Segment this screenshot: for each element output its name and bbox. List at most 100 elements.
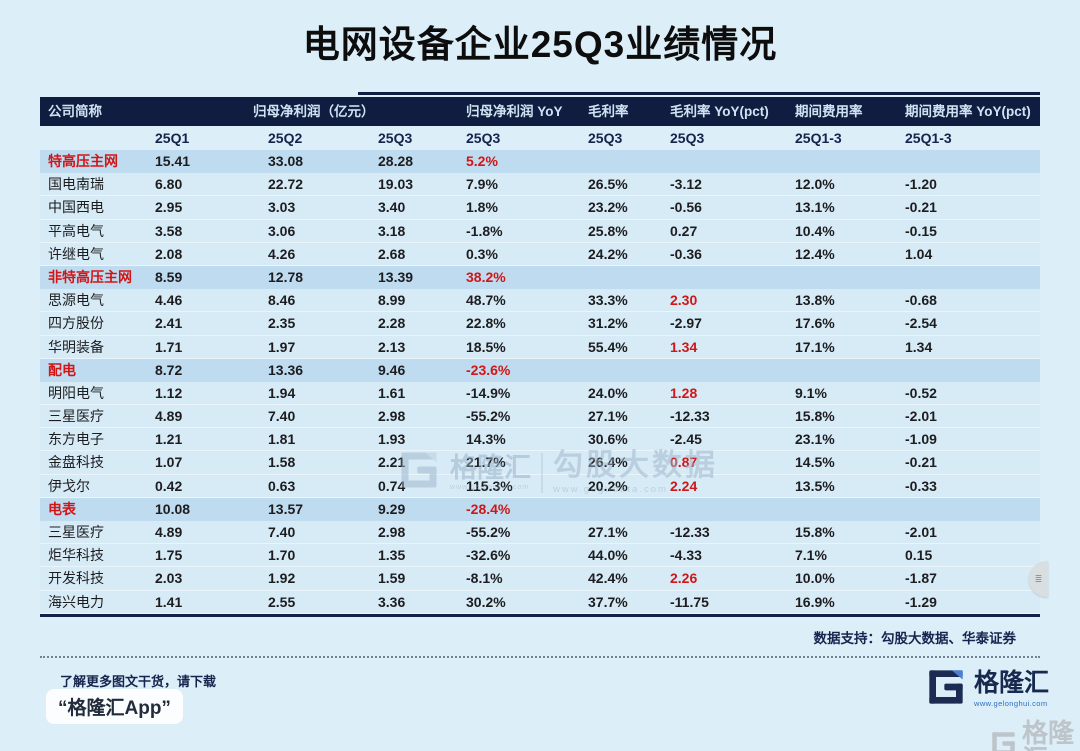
value-cell: 4.46	[155, 292, 183, 309]
value-cell: -32.6%	[466, 547, 511, 564]
value-cell: 1.75	[155, 547, 183, 564]
column-group-header: 公司简称	[48, 104, 102, 119]
value-cell: -1.8%	[466, 222, 503, 239]
column-group-header: 期间费用率 YoY(pct)	[905, 104, 1031, 119]
value-cell: -2.01	[905, 408, 937, 425]
value-cell: 7.40	[268, 408, 296, 425]
value-cell: -4.33	[670, 547, 702, 564]
footer-promo-text: 了解更多图文干货，请下载	[60, 674, 217, 689]
value-cell: 12.4%	[795, 245, 835, 262]
value-cell: -0.56	[670, 199, 702, 216]
column-subheader: 25Q3	[466, 130, 501, 146]
value-cell: 9.46	[378, 361, 406, 378]
value-cell: 18.5%	[466, 338, 506, 355]
value-cell: 2.98	[378, 408, 406, 425]
value-cell: -2.01	[905, 524, 937, 540]
column-subheader: 25Q3	[378, 130, 413, 146]
value-cell: 1.28	[670, 384, 698, 401]
value-cell: 22.72	[268, 176, 304, 193]
company-name: 配电	[48, 361, 76, 378]
value-cell: 1.58	[268, 454, 296, 471]
column-subheader: 25Q3	[588, 130, 623, 146]
value-cell: -28.4%	[466, 500, 511, 517]
value-cell: 17.6%	[795, 315, 835, 332]
value-cell: 15.41	[155, 153, 191, 169]
value-cell: 115.3%	[466, 477, 513, 494]
table-row: 国电南瑞 6.80 22.72 19.03 7.9% 26.5% -3.12 12.0% -1.…	[40, 173, 1040, 197]
table-body: 特高压主网 15.41 33.08 28.28 5.2% 国电南瑞 6.80 22.72 19.…	[40, 150, 1040, 614]
value-cell: 2.35	[268, 315, 296, 332]
value-cell: 31.2%	[588, 315, 628, 332]
column-group-header: 归母净利润（亿元）	[253, 104, 375, 119]
value-cell: -0.33	[905, 477, 937, 494]
results-table: 公司简称 归母净利润（亿元） 归母净利润 YoY 毛利率 毛利率 YoY(pct) 期间费…	[40, 92, 1040, 620]
value-cell: 13.57	[268, 500, 304, 517]
value-cell: 1.61	[378, 384, 406, 401]
value-cell: 2.95	[155, 199, 183, 216]
value-cell: 1.34	[905, 338, 933, 355]
value-cell: 1.93	[378, 431, 406, 448]
table-row: 中国西电 2.95 3.03 3.40 1.8% 23.2% -0.56 13.1% -0.21	[40, 196, 1040, 220]
company-name: 海兴电力	[48, 593, 104, 610]
value-cell: 8.99	[378, 292, 406, 309]
company-name: 国电南瑞	[48, 176, 104, 193]
company-name: 平高电气	[48, 222, 104, 239]
value-cell: 1.21	[155, 431, 183, 448]
company-name: 开发科技	[48, 570, 104, 587]
company-name: 特高压主网	[48, 153, 118, 169]
value-cell: 55.4%	[588, 338, 628, 355]
value-cell: 1.35	[378, 547, 406, 564]
value-cell: -11.75	[670, 593, 709, 610]
floating-widget-button[interactable]: ≣	[1029, 561, 1048, 597]
value-cell: 9.1%	[795, 384, 827, 401]
value-cell: 1.71	[155, 338, 183, 355]
value-cell: 1.12	[155, 384, 183, 401]
value-cell: 2.30	[670, 292, 698, 309]
value-cell: 4.89	[155, 524, 183, 540]
value-cell: 48.7%	[466, 292, 506, 309]
corner-watermark-text: 格隆汇	[1022, 718, 1075, 751]
value-cell: -0.68	[905, 292, 937, 309]
value-cell: 2.55	[268, 593, 296, 610]
table-row: 三星医疗 4.89 7.40 2.98 -55.2% 27.1% -12.33 15.8% -2…	[40, 521, 1040, 545]
value-cell: -55.2%	[466, 524, 511, 540]
value-cell: -23.6%	[466, 361, 511, 378]
value-cell: 1.04	[905, 245, 933, 262]
value-cell: 9.29	[378, 500, 406, 517]
value-cell: 0.74	[378, 477, 406, 494]
section-row: 配电 8.72 13.36 9.46 -23.6%	[40, 358, 1040, 382]
page-title: 电网设备企业25Q3业绩情况	[302, 24, 778, 65]
table-row: 思源电气 4.46 8.46 8.99 48.7% 33.3% 2.30 13.8% -0.68	[40, 289, 1040, 313]
column-subheader: 25Q1	[155, 130, 190, 146]
value-cell: 14.5%	[795, 454, 835, 471]
value-cell: 3.06	[268, 222, 296, 239]
value-cell: -1.87	[905, 570, 937, 587]
value-cell: 0.15	[905, 547, 933, 564]
value-cell: 7.9%	[466, 176, 498, 193]
value-cell: -12.33	[670, 408, 710, 425]
app-badge[interactable]: “格隆汇App”	[46, 689, 183, 724]
value-cell: 2.21	[378, 454, 406, 471]
value-cell: 1.94	[268, 384, 296, 401]
company-name: 华明装备	[48, 338, 104, 355]
value-cell: 3.36	[378, 593, 406, 610]
value-cell: 2.28	[378, 315, 406, 332]
company-name: 思源电气	[48, 292, 104, 309]
value-cell: 30.2%	[466, 593, 506, 610]
value-cell: 2.41	[155, 315, 183, 332]
value-cell: 16.9%	[795, 593, 835, 610]
value-cell: 7.1%	[795, 547, 827, 564]
value-cell: 30.6%	[588, 431, 628, 448]
value-cell: 24.0%	[588, 384, 628, 401]
column-group-header: 毛利率 YoY(pct)	[670, 104, 769, 119]
company-name: 东方电子	[48, 431, 104, 448]
value-cell: 25.8%	[588, 222, 628, 239]
value-cell: 8.59	[155, 268, 183, 285]
value-cell: 13.39	[378, 268, 414, 285]
value-cell: -0.15	[905, 222, 937, 239]
value-cell: -55.2%	[466, 408, 511, 425]
value-cell: 17.1%	[795, 338, 835, 355]
column-subheader: 25Q1-3	[795, 130, 842, 146]
value-cell: 38.2%	[466, 268, 506, 285]
value-cell: -2.97	[670, 315, 702, 332]
